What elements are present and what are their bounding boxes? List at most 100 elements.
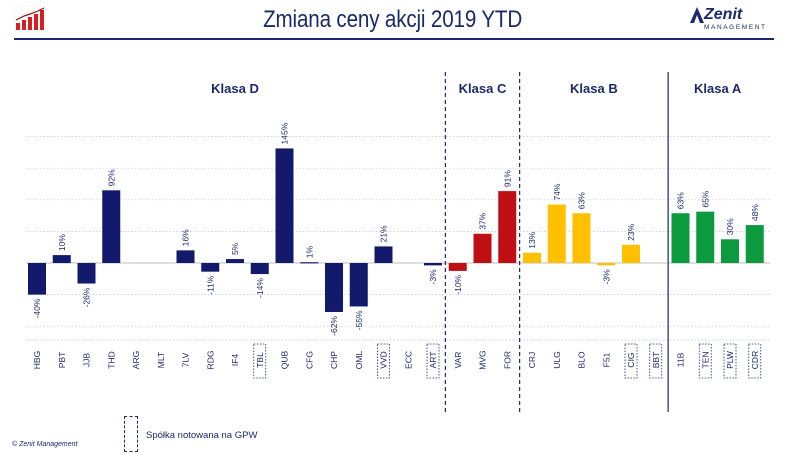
category-label: JJB xyxy=(82,353,92,368)
category-label: 11B xyxy=(676,352,686,367)
bar-jjb xyxy=(77,263,96,284)
data-label: 63% xyxy=(676,192,686,209)
bar-hbg xyxy=(28,263,46,295)
data-label: -26% xyxy=(82,287,92,307)
category-label: HBG xyxy=(32,351,42,369)
category-label: OML xyxy=(354,351,364,370)
bar-vvd xyxy=(374,246,393,263)
data-label: 5% xyxy=(230,242,240,255)
category-label: TEN xyxy=(700,352,710,369)
data-label: 21% xyxy=(379,225,389,242)
bar-ulg xyxy=(547,204,566,263)
group-label: Klasa B xyxy=(570,81,618,96)
category-label: CDR xyxy=(750,351,760,369)
bar-thd xyxy=(102,190,121,263)
category-label: CFG xyxy=(304,351,314,369)
bar-cig xyxy=(622,244,640,263)
category-label: ULG xyxy=(552,351,562,368)
data-label: 74% xyxy=(552,183,562,200)
bar-chp xyxy=(325,263,343,312)
company-logo xyxy=(13,5,47,33)
data-label: 91% xyxy=(502,170,512,187)
category-label: PLW xyxy=(725,351,735,369)
data-label: 145% xyxy=(280,122,290,144)
bar-11b xyxy=(671,213,690,263)
category-label: PBT xyxy=(57,352,67,369)
category-label: TBL xyxy=(255,352,265,368)
group-label: Klasa C xyxy=(459,81,507,96)
chart-logo-icon xyxy=(13,5,47,33)
data-label: 16% xyxy=(181,229,191,246)
category-label: CIG xyxy=(626,352,636,367)
bar-tbl xyxy=(250,263,269,275)
page-title: Zmiana ceny akcji 2019 YTD xyxy=(263,6,523,33)
bar-art xyxy=(424,263,442,266)
category-label: QUB xyxy=(280,350,290,369)
data-label: 63% xyxy=(577,192,587,209)
category-label: BLO xyxy=(577,351,587,368)
bar-rdg xyxy=(201,263,220,272)
footer-copyright: © Zenit Management xyxy=(12,441,78,448)
bar-qub xyxy=(275,148,294,263)
bar-ten xyxy=(696,211,715,263)
gpw-marker xyxy=(377,343,390,379)
title-underline xyxy=(14,38,774,40)
data-label: -10% xyxy=(453,274,463,294)
bar-plw xyxy=(721,239,739,263)
bar-pbt xyxy=(52,255,71,263)
category-label: ECC xyxy=(403,351,413,369)
data-label: -11% xyxy=(205,275,215,295)
category-label: ARG xyxy=(131,351,141,369)
gpw-marker xyxy=(748,343,762,379)
data-label: 30% xyxy=(725,218,735,235)
legend-gpw-label: Spółka notowana na GPW xyxy=(146,430,258,441)
gpw-marker xyxy=(698,343,712,379)
data-label: -55% xyxy=(354,310,364,330)
category-label: 7LV xyxy=(181,352,191,367)
category-label: MLT xyxy=(156,352,166,368)
bar-for xyxy=(498,191,517,263)
category-label: ART xyxy=(428,352,438,369)
brand-name: Zenit xyxy=(704,6,743,23)
data-label: 10% xyxy=(57,234,67,251)
data-label: 65% xyxy=(700,190,710,207)
bar-cfg xyxy=(300,262,319,264)
brand-subtitle: MANAGEMENT xyxy=(704,24,767,31)
category-label: RDG xyxy=(205,351,215,370)
gpw-marker xyxy=(723,343,737,379)
data-label: 37% xyxy=(478,212,488,229)
data-label: -40% xyxy=(32,298,42,318)
data-label: 23% xyxy=(626,223,636,240)
group-label: Klasa D xyxy=(211,81,259,96)
bar-f51 xyxy=(597,263,616,266)
gpw-marker xyxy=(624,343,638,379)
category-label: VAR xyxy=(453,352,463,369)
data-label: 92% xyxy=(106,169,116,186)
category-label: THD xyxy=(106,351,116,368)
data-label: -14% xyxy=(255,278,265,298)
group-label: Klasa A xyxy=(694,81,742,96)
bar-var xyxy=(448,263,467,271)
data-label: -3% xyxy=(601,269,611,285)
data-label: 13% xyxy=(527,231,537,248)
category-label: MVG xyxy=(478,350,488,369)
data-label: -3% xyxy=(428,269,438,285)
data-label: 48% xyxy=(750,204,760,221)
legend-gpw-swatch xyxy=(124,416,138,452)
bar-7lv xyxy=(176,250,195,263)
bar-crj xyxy=(523,252,541,263)
bar-if4 xyxy=(226,259,244,263)
category-label: F51 xyxy=(601,352,611,367)
data-label: 1% xyxy=(304,245,314,258)
bar-cdr xyxy=(745,225,764,263)
zenit-logo: Zenit MANAGEMENT xyxy=(690,6,770,34)
gpw-marker xyxy=(253,343,267,379)
data-label: -62% xyxy=(329,316,339,336)
bar-mvg xyxy=(473,233,492,263)
category-label: VVD xyxy=(379,351,389,368)
bar-oml xyxy=(349,263,368,307)
zenit-mark-icon xyxy=(690,7,704,23)
category-label: IF4 xyxy=(230,354,240,367)
gpw-marker xyxy=(649,343,663,379)
